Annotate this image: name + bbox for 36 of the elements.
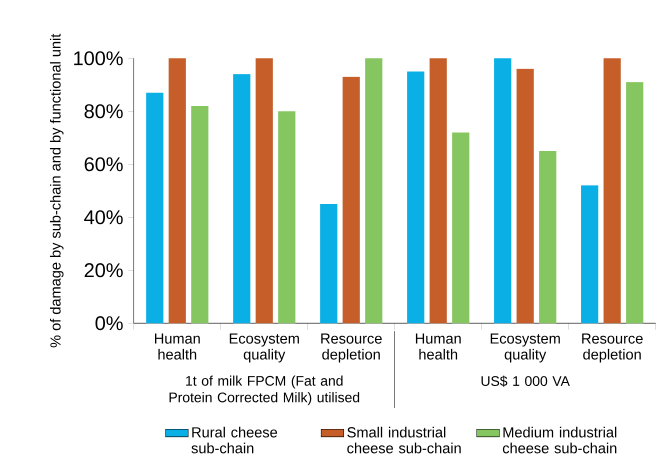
bar [494, 58, 512, 324]
x-tick-label: Resource depletion [582, 334, 643, 362]
bar [430, 58, 447, 324]
y-axis-title: % of damage by sub-chain and by functional unit [50, 34, 64, 348]
bar [407, 72, 424, 324]
x-tick-label: Resource depletion [321, 334, 382, 362]
bar [168, 58, 186, 324]
legend-label: Rural cheese sub-chain [192, 426, 278, 454]
bar [539, 151, 556, 324]
bar [233, 74, 250, 324]
y-tick-label: 80% [84, 104, 123, 118]
bar [581, 185, 598, 324]
bar [365, 58, 382, 324]
bar [626, 82, 644, 324]
bar [278, 111, 296, 324]
bar [191, 106, 208, 324]
x-tick-label: Human health [154, 334, 200, 360]
text: 1t of milk FPCM (Fat and Protein Corrected Milk) utilised [170, 376, 360, 406]
bar [516, 68, 534, 324]
bar [320, 204, 338, 324]
x-tick-label: Human health [416, 334, 461, 360]
y-tick-label: 40% [84, 210, 123, 224]
bar [146, 92, 164, 324]
y-tick-label: 60% [84, 157, 123, 172]
legend-label: Small industrial cheese sub-chain [347, 426, 461, 454]
bar [452, 132, 470, 324]
x-tick-label: Ecosystem quality [230, 334, 299, 362]
bar [604, 58, 621, 324]
x-tick-label: Ecosystem quality [490, 334, 560, 362]
text: US$ 1 000 VA [482, 376, 570, 387]
bar [256, 58, 273, 324]
legend-label: Medium industrial cheese sub-chain [502, 426, 616, 454]
y-tick-label: 0% [96, 316, 123, 330]
bar [342, 76, 360, 324]
y-tick-label: 100% [74, 51, 123, 66]
y-tick-label: 20% [84, 263, 123, 278]
